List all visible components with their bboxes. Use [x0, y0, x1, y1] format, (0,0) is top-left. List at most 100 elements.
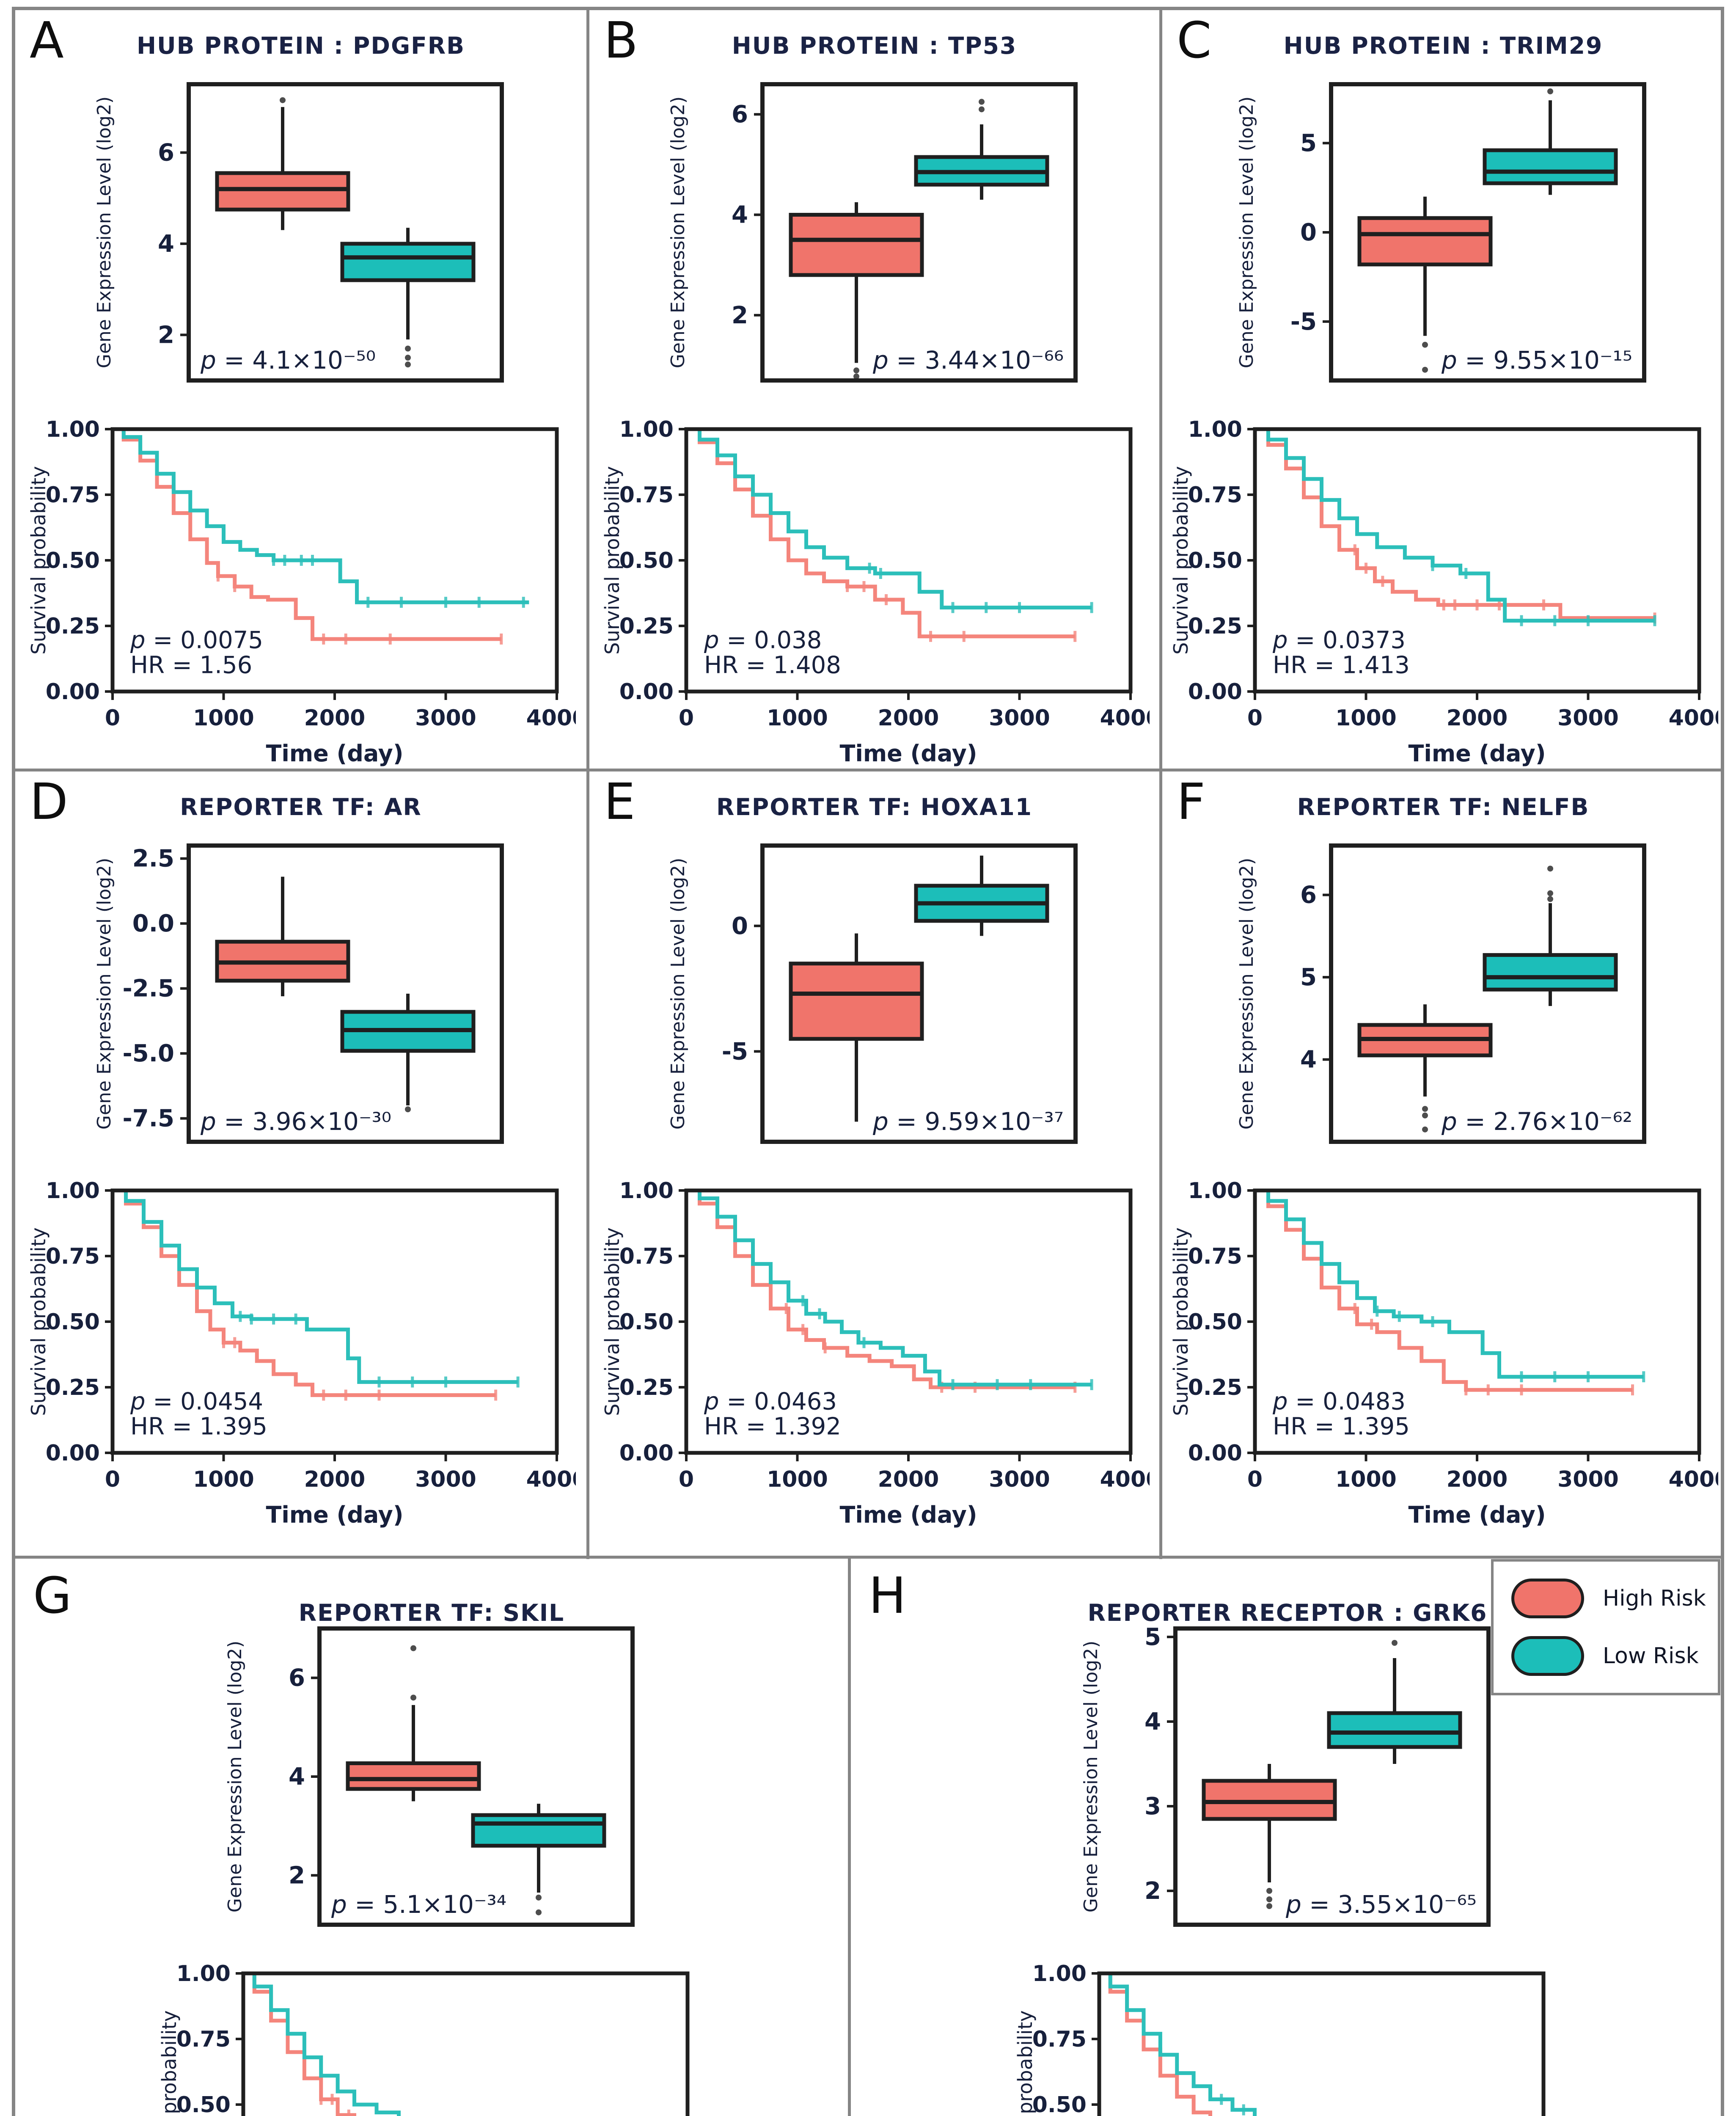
y-axis-label: Survival probability — [601, 1227, 624, 1416]
p-value-label: p = 9.55×10⁻¹⁵ — [1441, 346, 1632, 375]
x-tick-label: 4000 — [526, 705, 576, 731]
low-risk-swatch — [1511, 1636, 1584, 1676]
outlier-dot — [853, 367, 859, 374]
boxplot-svg: Gene Expression Level (log2) 2 4 6 p = 5.1×1… — [224, 1626, 635, 1927]
outlier-dot — [536, 1894, 542, 1901]
x-tick-label: 1000 — [767, 1467, 828, 1492]
plot-frame — [760, 843, 1078, 1144]
x-tick-label: 2000 — [878, 1467, 939, 1492]
plot-frame — [317, 1626, 635, 1927]
y-tick-label: 0.0 — [132, 910, 174, 937]
y-tick-label: 0.00 — [1188, 679, 1242, 705]
x-axis-label: Time (day) — [839, 1502, 977, 1528]
y-tick-label: 4 — [1144, 1708, 1161, 1736]
y-tick-label: 1.00 — [1032, 1961, 1087, 1987]
x-tick-label: 3000 — [989, 1467, 1050, 1492]
km-svg: Survival probability1.000.750.500.250.00… — [158, 1961, 690, 2116]
figure-panel: F REPORTER TF: NELFB Gene Expression Lev… — [1162, 771, 1730, 1556]
y-tick-label: 0.75 — [46, 482, 100, 508]
low-risk-box — [471, 1813, 606, 1848]
panel-title: REPORTER TF: NELFB — [1297, 794, 1590, 821]
p-value-label: p = 2.76×10⁻⁶² — [1441, 1107, 1632, 1136]
outlier-dot — [1266, 1903, 1272, 1909]
y-tick-label: 1.00 — [176, 1961, 231, 1987]
figure-panel: G REPORTER TF: SKIL Gene Expression Leve… — [15, 1559, 848, 2116]
x-tick-label: 4000 — [1100, 1467, 1149, 1492]
panel-letter: C — [1177, 11, 1212, 69]
plot-frame — [187, 82, 504, 383]
boxplot-gene-expression: Gene Expression Level (log2) 2.5 0.0 -2.5 -5… — [89, 831, 512, 1159]
boxplot-gene-expression: Gene Expression Level (log2) 2 3 4 5 p = 3.55… — [1076, 1614, 1499, 1942]
p-value-label: p = 5.1×10⁻³⁴ — [331, 1890, 506, 1919]
boxplot-gene-expression: Gene Expression Level (log2) 2 4 6 p = 4.1×1… — [89, 69, 512, 398]
low-risk-box — [340, 242, 476, 282]
x-tick-label: 0 — [105, 705, 120, 731]
y-tick-label: 0.50 — [46, 548, 100, 573]
outlier-dot — [280, 97, 286, 103]
x-tick-label: 4000 — [526, 1467, 576, 1492]
y-tick-label: 6 — [1300, 882, 1317, 909]
y-tick-label: 0.00 — [619, 1441, 673, 1466]
figure-panel: D REPORTER TF: AR Gene Expression Level … — [15, 771, 587, 1556]
y-tick-label: 1.00 — [619, 417, 673, 442]
plot-frame — [187, 843, 504, 1144]
plot-frame — [110, 427, 559, 694]
hr-value-label: HR = 1.395 — [1273, 1413, 1410, 1441]
boxplot-gene-expression: Gene Expression Level (log2) 0 -5 p = 9.59×… — [663, 831, 1086, 1159]
boxplot-svg: Gene Expression Level (log2) 2 4 6 p = 3.44×… — [667, 82, 1078, 383]
high-risk-swatch — [1511, 1579, 1584, 1618]
y-tick-label: 0.75 — [1188, 482, 1242, 508]
y-tick-label: 6 — [289, 1664, 305, 1692]
y-tick-label: 0.00 — [46, 1441, 100, 1466]
y-tick-label: -2.5 — [123, 975, 174, 1003]
x-tick-label: 3000 — [1557, 1467, 1619, 1492]
outlier-dot — [1547, 865, 1553, 872]
p-value-label: p = 0.0483 — [1272, 1388, 1406, 1416]
y-axis-label: Gene Expression Level (log2) — [224, 1641, 246, 1912]
x-tick-label: 0 — [1247, 1467, 1263, 1492]
y-axis-label: Gene Expression Level (log2) — [1236, 96, 1257, 368]
plot-frame — [110, 1188, 559, 1455]
boxplot-svg: Gene Expression Level (log2) 4 5 6 p = 2.76×… — [1236, 843, 1646, 1144]
y-tick-label: 0 — [1300, 219, 1317, 246]
y-tick-label: 6 — [158, 139, 174, 167]
low-risk-box — [1483, 148, 1618, 185]
y-tick-label: 0.50 — [176, 2092, 231, 2116]
y-axis-label: Survival probability — [601, 466, 624, 655]
y-tick-label: 2 — [1144, 1877, 1161, 1905]
outlier-dot — [1547, 896, 1553, 902]
boxplot-gene-expression: Gene Expression Level (log2) 5 0 -5 p = 9.55… — [1232, 69, 1655, 398]
km-svg: Survival probability1.000.750.500.250.00… — [1169, 417, 1730, 767]
km-svg: Survival probability1.000.750.500.250.00… — [1169, 1178, 1730, 1528]
panel-title: REPORTER TF: SKIL — [298, 1599, 565, 1626]
y-axis-label: Gene Expression Level (log2) — [667, 858, 689, 1130]
plot-frame — [684, 1188, 1132, 1455]
y-tick-label: 0 — [732, 912, 748, 940]
boxplot-gene-expression: Gene Expression Level (log2) 4 5 6 p = 2.76×… — [1232, 831, 1655, 1159]
p-value-label: p = 0.0075 — [130, 627, 263, 654]
high-risk-label: High Risk — [1603, 1586, 1706, 1611]
low-risk-curve — [113, 427, 529, 604]
outlier-dot — [1422, 366, 1428, 373]
x-tick-label: 1000 — [193, 1467, 254, 1492]
km-survival-plot: Survival probability1.000.750.500.250.00… — [1012, 1961, 1563, 2116]
panel-letter: A — [30, 11, 64, 69]
y-tick-label: 0.25 — [619, 1375, 673, 1400]
x-axis-label: Time (day) — [266, 740, 403, 767]
y-tick-label: 0.50 — [46, 1309, 100, 1335]
p-value-label: p = 3.96×10⁻³⁰ — [200, 1107, 391, 1136]
y-tick-label: 0.00 — [619, 679, 673, 705]
x-tick-label: 2000 — [304, 1467, 366, 1492]
y-tick-label: 6 — [732, 101, 748, 128]
y-tick-label: 1.00 — [619, 1178, 673, 1204]
km-svg: Survival probability1.000.750.500.250.00… — [601, 1178, 1161, 1528]
y-axis-label: Survival probability — [27, 1227, 50, 1416]
grid-line — [1159, 7, 1162, 1559]
y-tick-label: -5 — [721, 1038, 748, 1065]
y-tick-label: 0.25 — [1188, 614, 1242, 639]
plot-frame — [1253, 1188, 1701, 1455]
km-svg: Survival probability1.000.750.500.250.00… — [1014, 1961, 1546, 2116]
boxplot-svg: Gene Expression Level (log2) 2 3 4 5 p = 3.55… — [1080, 1623, 1491, 1927]
